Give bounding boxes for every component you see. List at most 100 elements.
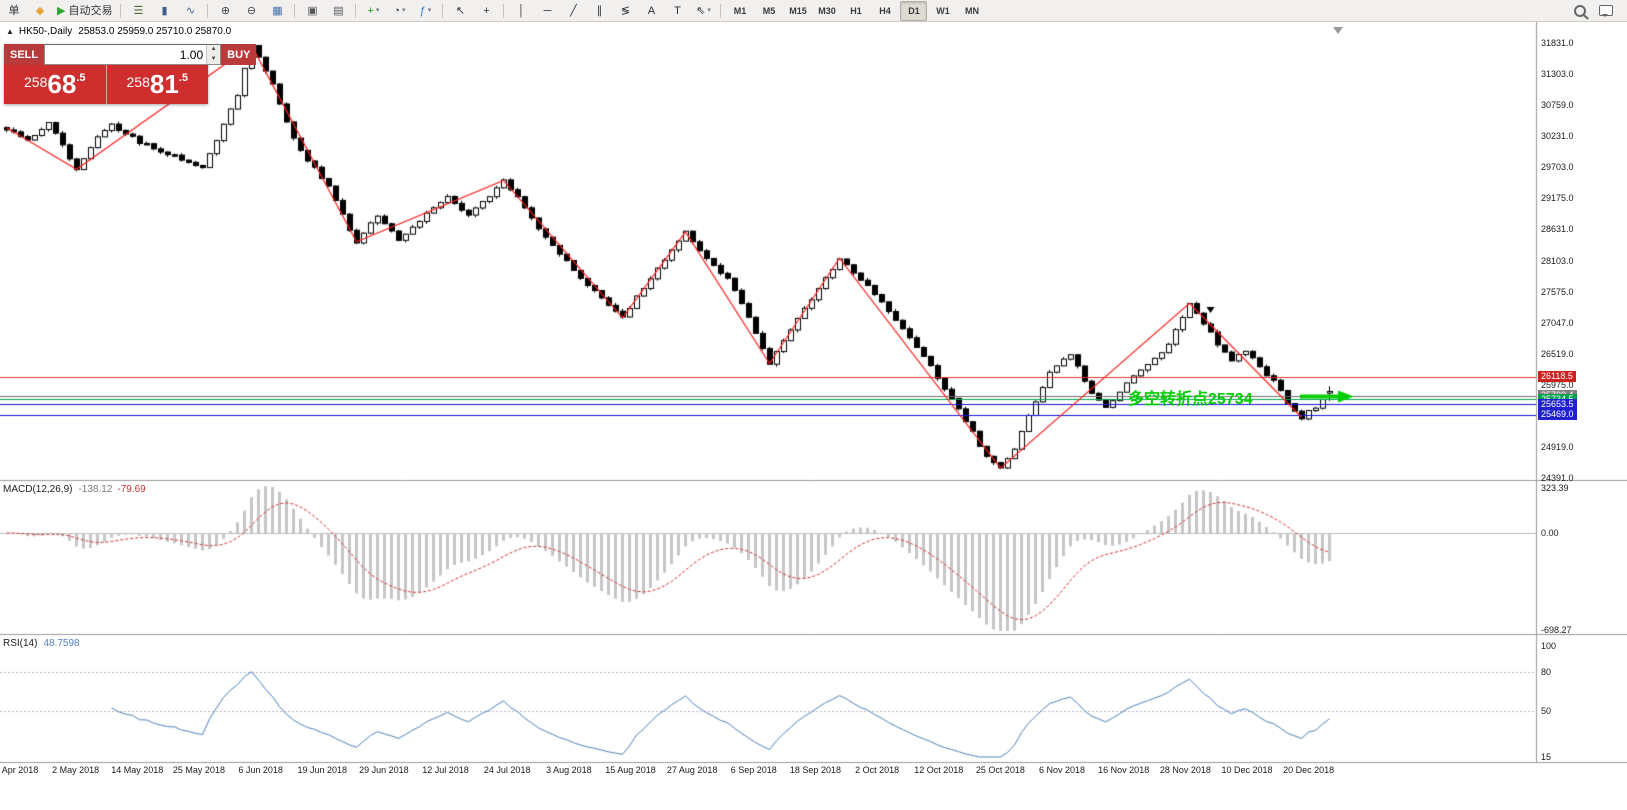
new-chart-button-caret-icon[interactable]: ▾ — [375, 6, 380, 14]
buy-price-big: 81 — [149, 69, 179, 99]
autotrading-button: ▶ — [57, 4, 66, 17]
new-chart-button: + — [367, 4, 374, 17]
search-icon[interactable] — [1568, 1, 1592, 21]
auto-arrange-icon: ▣ — [307, 4, 318, 17]
trade-panel-prices: 258 68.5 258 81.5 — [4, 65, 208, 104]
toolbar-separator — [720, 3, 722, 18]
toolbar-separator — [294, 3, 296, 18]
new-chart-button[interactable]: + ▾ — [361, 1, 385, 21]
timeframe-button-m15[interactable]: M15 — [789, 5, 807, 16]
buy-price-sup: .5 — [178, 72, 188, 84]
macd-signal-value: -79.69 — [117, 484, 146, 495]
buy-price-prefix: 258 — [126, 74, 150, 90]
bar-chart-icon[interactable]: ☰ — [126, 1, 150, 21]
toolbar-group-zoom: ⊕ ⊖ ▦ — [211, 0, 291, 21]
text-label-tool[interactable]: T — [665, 1, 689, 21]
cursor-tool: ↖ — [455, 4, 466, 17]
buy-button[interactable]: BUY — [221, 44, 257, 65]
main-toolbar: 单 ◆ ▶ 自动交易 ☰ ▮ ∿ ⊕ ⊖ ▦ ▣ ▤ + ▾ ◔ ▾ ƒ ▾ ↖ + │ ─ ╱ ∥ ≶ A T ⇖ ▾ M1 M5 M15 M… — [0, 0, 1627, 22]
chart-symbol-period: HK50-,Daily — [18, 26, 73, 37]
toolbar-separator — [503, 3, 505, 18]
rsi-name: RSI(14) — [3, 638, 38, 649]
zoom-in-icon[interactable]: ⊕ — [213, 1, 237, 21]
horizontal-line-tool[interactable]: ─ — [535, 1, 559, 21]
indicators-button: ƒ — [419, 4, 426, 17]
text-tool[interactable]: A — [639, 1, 663, 21]
arrows-tool: ⇖ — [696, 4, 706, 17]
zoom-in-icon: ⊕ — [220, 4, 231, 17]
timeframe-button-mn[interactable]: MN — [964, 5, 979, 16]
trade-panel-collapse-icon[interactable]: ▲ — [6, 27, 14, 36]
zoom-out-icon[interactable]: ⊖ — [239, 1, 263, 21]
tile-windows-icon[interactable]: ▦ — [265, 1, 289, 21]
favorites-icon: ◆ — [35, 4, 45, 17]
autotrading-button-label: 自动交易 — [68, 4, 113, 17]
buy-price[interactable]: 258 81.5 — [107, 65, 209, 104]
fibonacci-tool[interactable]: ≶ — [613, 1, 637, 21]
toolbar-group-trading: 单 ◆ ▶ 自动交易 — [0, 0, 117, 21]
macd-label: MACD(12,26,9) -138.12 -79.69 — [3, 484, 146, 495]
macd-main-value: -138.12 — [78, 484, 113, 495]
vertical-line-tool[interactable]: │ — [509, 1, 533, 21]
volume-field: ▲ ▼ — [44, 44, 222, 65]
auto-arrange-icon[interactable]: ▣ — [300, 1, 324, 21]
autotrading-button[interactable]: ▶ 自动交易 — [54, 1, 115, 21]
indicators-button[interactable]: ƒ ▾ — [413, 1, 437, 21]
equidistant-channel-tool[interactable]: ∥ — [587, 1, 611, 21]
horizontal-line-tool: ─ — [543, 4, 552, 17]
trade-panel-controls: SELL ▲ ▼ BUY — [4, 44, 257, 65]
sell-price-sup: .5 — [76, 72, 86, 84]
candlestick-chart-icon[interactable]: ▮ — [152, 1, 176, 21]
arrows-tool[interactable]: ⇖ ▾ — [691, 1, 715, 21]
toolbar-group-windows: ▣ ▤ — [298, 0, 352, 21]
volume-input[interactable] — [45, 45, 207, 64]
equidistant-channel-tool: ∥ — [596, 4, 603, 17]
cursor-tool[interactable]: ↖ — [448, 1, 472, 21]
timeframe-button-m5[interactable]: M5 — [762, 5, 776, 16]
indicators-button-caret-icon[interactable]: ▾ — [427, 6, 432, 14]
track-chart-icon[interactable]: ▤ — [326, 1, 350, 21]
volume-up-icon[interactable]: ▲ — [207, 45, 221, 55]
rsi-value: 48.7598 — [43, 638, 80, 649]
rsi-label: RSI(14) 48.7598 — [3, 638, 80, 649]
period-button[interactable]: ◔ ▾ — [387, 1, 411, 21]
new-order-button[interactable]: 单 — [2, 1, 26, 21]
timeframe-button-h1[interactable]: H1 — [850, 5, 862, 16]
timeframe-button-w1[interactable]: W1 — [936, 5, 950, 16]
fibonacci-tool: ≶ — [620, 4, 631, 17]
timeframe-button-m30[interactable]: M30 — [818, 5, 836, 16]
period-button: ◔ — [393, 4, 401, 17]
toolbar-group-cursor: ↖ + — [446, 0, 500, 21]
volume-down-icon[interactable]: ▼ — [207, 54, 221, 64]
line-chart-icon[interactable]: ∿ — [178, 1, 202, 21]
price-divider — [105, 65, 107, 104]
trendline-tool[interactable]: ╱ — [561, 1, 585, 21]
toolbar-group-timeframes: M1 M5 M15 M30 H1 H4 D1 W1 MN — [724, 0, 987, 21]
volume-spinner: ▲ ▼ — [206, 45, 221, 64]
sell-price[interactable]: 258 68.5 — [4, 65, 106, 104]
scroll-marker-icon[interactable] — [1333, 27, 1343, 34]
favorites-icon[interactable]: ◆ — [28, 1, 52, 21]
toolbar-separator — [120, 3, 122, 18]
toolbar-separator — [207, 3, 209, 18]
community-icon[interactable] — [1594, 1, 1618, 21]
arrows-tool-caret-icon[interactable]: ▾ — [707, 6, 711, 14]
sell-button[interactable]: SELL — [4, 44, 45, 65]
crosshair-tool: + — [483, 4, 490, 17]
trendline-tool: ╱ — [570, 4, 577, 17]
timeframe-button-d1[interactable]: D1 — [900, 0, 928, 21]
timeframe-button-m1[interactable]: M1 — [733, 5, 747, 16]
community-icon — [1599, 5, 1613, 17]
annotation-text[interactable]: 多空转折点25734 — [1128, 391, 1253, 409]
period-button-caret-icon[interactable]: ▾ — [402, 6, 406, 14]
timeframe-button-h4[interactable]: H4 — [879, 5, 891, 16]
track-chart-icon: ▤ — [333, 4, 344, 17]
text-tool: A — [647, 4, 656, 17]
crosshair-tool[interactable]: + — [474, 1, 498, 21]
chart-ohlc-values: 25853.0 25959.0 25710.0 25870.0 — [78, 26, 232, 37]
toolbar-group-chart-type: ☰ ▮ ∿ — [124, 0, 204, 21]
toolbar-separator — [355, 3, 357, 18]
